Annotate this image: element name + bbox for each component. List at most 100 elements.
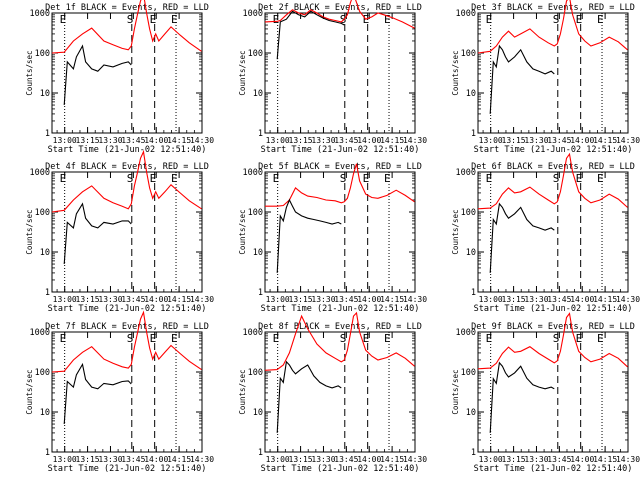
y-tick-label: 10 [253,408,263,418]
marker-label: E [273,13,280,26]
plot-frame [477,331,629,453]
lld-series-line [477,152,628,210]
marker-label: E [486,172,493,185]
y-tick-label: 1000 [30,9,50,19]
x-tick-label: 13:00 [479,136,503,145]
marker-label: E [597,332,604,345]
x-tick-label: 14:30 [190,455,214,464]
panel-title: Det 4f BLACK = Events, RED = LLD [45,162,209,172]
y-tick-label: 1000 [243,168,263,178]
x-tick-label: 13:30 [524,136,548,145]
panel-3: Det 3f BLACK = Events, RED = LLD 1 10 100 10… [451,0,640,155]
x-tick-label: 13:00 [479,295,503,304]
y-tick-label: 100 [461,49,476,59]
y-axis-label: Counts/sec [451,369,460,414]
plot-frame [51,171,203,293]
marker-label: E [597,13,604,26]
marker-label: E [576,172,583,185]
y-tick-label: 100 [35,368,50,378]
x-tick-label: 13:30 [98,455,122,464]
marker-label: E [597,172,604,185]
y-tick-label: 100 [248,208,263,218]
events-series-line [63,44,132,106]
x-tick-label: 13:15 [289,295,313,304]
panel-title: Det 9f BLACK = Events, RED = LLD [471,322,635,332]
x-tick-label: 13:30 [524,295,548,304]
x-axis-label: Start Time (21-Jun-02 12:51:40) [474,464,633,474]
x-tick-label: 13:30 [311,295,335,304]
marker-label: S [340,332,347,345]
x-tick-label: 14:15 [167,455,191,464]
plot-frame [51,331,203,453]
plot-frame [51,12,203,134]
marker-label: S [127,332,134,345]
y-tick-label: 1000 [243,328,263,338]
x-tick-label: 14:00 [144,295,168,304]
y-tick-label: 1000 [30,168,50,178]
y-tick-label: 1000 [243,9,263,19]
marker-label: E [363,172,370,185]
panel-title: Det 3f BLACK = Events, RED = LLD [471,3,635,13]
y-tick-label: 10 [40,248,50,258]
y-axis-label: Counts/sec [238,50,247,95]
marker-label: E [150,13,157,26]
marker-label: E [486,13,493,26]
panel-9: Det 9f BLACK = Events, RED = LLD 1 10 100 10… [451,312,640,474]
x-tick-label: 14:30 [616,136,640,145]
x-tick-label: 13:45 [121,455,145,464]
marker-label: E [576,13,583,26]
marker-label: S [553,172,560,185]
marker-label: S [340,172,347,185]
marker-label: E [171,172,178,185]
marker-label: E [171,332,178,345]
x-tick-label: 13:45 [547,455,571,464]
events-series-line [276,198,342,273]
panel-5: Det 5f BLACK = Events, RED = LLD 1 10 100 10… [238,162,427,314]
y-axis-label: Counts/sec [238,369,247,414]
panel-1: Det 1f BLACK = Events, RED = LLD 1 10 100 10… [25,0,214,155]
x-tick-label: 14:00 [570,455,594,464]
marker-label: E [273,332,280,345]
plot-frame [264,331,416,453]
x-tick-label: 14:15 [380,455,404,464]
y-tick-label: 1 [471,288,476,298]
x-tick-label: 13:30 [311,136,335,145]
x-tick-label: 14:00 [144,136,168,145]
marker-label: E [486,332,493,345]
y-tick-label: 10 [466,248,476,258]
marker-label: E [384,172,391,185]
x-axis-label: Start Time (21-Jun-02 12:51:40) [474,304,633,314]
y-tick-label: 1 [258,129,263,139]
plot-frame [477,171,629,293]
x-tick-label: 14:15 [380,295,404,304]
y-axis-label: Counts/sec [25,50,34,95]
panel-title: Det 2f BLACK = Events, RED = LLD [258,3,422,13]
marker-label: E [150,172,157,185]
x-tick-label: 13:45 [547,136,571,145]
x-axis-label: Start Time (21-Jun-02 12:51:40) [48,304,207,314]
x-tick-label: 14:15 [593,136,617,145]
y-tick-label: 100 [35,208,50,218]
x-axis-label: Start Time (21-Jun-02 12:51:40) [261,145,420,155]
events-series-line [489,202,555,273]
x-tick-label: 13:30 [524,455,548,464]
marker-label: E [384,13,391,26]
x-tick-label: 14:00 [570,295,594,304]
y-tick-label: 1000 [30,328,50,338]
x-tick-label: 13:00 [53,455,77,464]
x-tick-label: 13:15 [289,455,313,464]
y-axis-label: Counts/sec [451,209,460,254]
y-tick-label: 1000 [456,168,476,178]
events-series-line [489,361,555,433]
marker-label: E [60,172,67,185]
y-tick-label: 1 [258,448,263,458]
x-tick-label: 13:30 [311,455,335,464]
marker-label: E [60,332,67,345]
events-series-line [63,202,132,265]
y-axis-label: Counts/sec [238,209,247,254]
y-tick-label: 100 [461,368,476,378]
x-tick-label: 13:00 [266,455,290,464]
lld-series-line [51,149,202,213]
y-tick-label: 100 [35,49,50,59]
x-axis-label: Start Time (21-Jun-02 12:51:40) [48,145,207,155]
